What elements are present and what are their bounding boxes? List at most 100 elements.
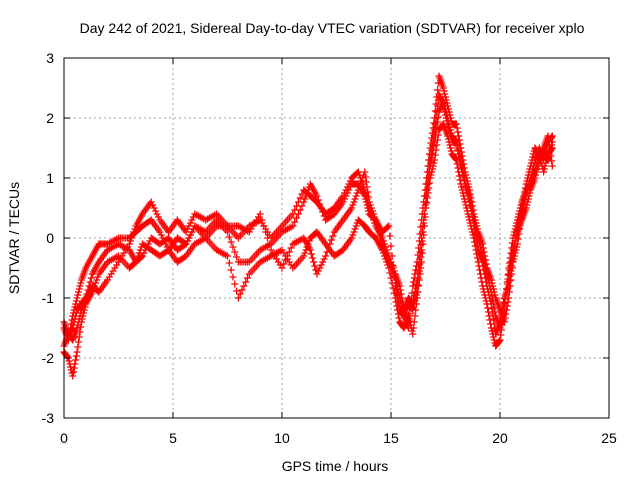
data-point bbox=[426, 150, 434, 158]
data-point bbox=[415, 274, 423, 282]
data-point bbox=[411, 297, 419, 305]
data-point bbox=[383, 252, 391, 260]
data-point bbox=[77, 279, 85, 287]
data-point bbox=[389, 270, 397, 278]
data-point bbox=[423, 180, 431, 188]
data-point bbox=[301, 195, 309, 203]
data-point bbox=[72, 297, 80, 305]
data-point bbox=[320, 255, 328, 263]
data-point bbox=[453, 124, 461, 132]
x-tick-label: 10 bbox=[274, 430, 290, 446]
data-point bbox=[296, 194, 304, 202]
y-tick-label: -1 bbox=[42, 290, 55, 306]
data-point bbox=[466, 197, 474, 205]
data-point bbox=[505, 277, 513, 285]
data-point bbox=[352, 222, 360, 230]
data-point bbox=[388, 267, 396, 275]
data-point bbox=[75, 338, 83, 346]
data-point bbox=[499, 302, 507, 310]
data-point bbox=[495, 337, 503, 345]
data-point bbox=[231, 280, 239, 288]
data-point bbox=[339, 198, 347, 206]
data-point bbox=[278, 264, 286, 272]
data-point bbox=[298, 202, 306, 210]
data-point bbox=[82, 294, 90, 302]
data-point bbox=[524, 171, 532, 179]
data-point bbox=[285, 248, 293, 256]
data-point bbox=[86, 278, 94, 286]
data-point bbox=[329, 232, 337, 240]
data-point bbox=[412, 294, 420, 302]
data-point bbox=[484, 308, 492, 316]
data-point bbox=[373, 220, 381, 228]
data-point bbox=[548, 133, 556, 141]
data-point bbox=[375, 228, 383, 236]
data-point bbox=[144, 240, 152, 248]
data-point bbox=[511, 237, 519, 245]
data-point bbox=[452, 120, 460, 128]
data-point bbox=[94, 273, 102, 281]
data-point bbox=[69, 372, 77, 380]
data-point bbox=[68, 325, 76, 333]
data-point bbox=[527, 159, 535, 167]
data-point bbox=[364, 207, 372, 215]
data-point bbox=[303, 189, 311, 197]
data-point bbox=[428, 146, 436, 154]
data-point bbox=[412, 266, 420, 274]
x-tick-label: 0 bbox=[60, 430, 68, 446]
data-point bbox=[412, 262, 420, 270]
data-point bbox=[454, 144, 462, 152]
data-point bbox=[316, 264, 324, 272]
data-point bbox=[143, 243, 151, 251]
data-point bbox=[543, 156, 551, 164]
data-point bbox=[224, 228, 231, 236]
data-point bbox=[394, 285, 402, 293]
data-point bbox=[72, 352, 80, 360]
data-point bbox=[460, 172, 468, 180]
data-point bbox=[352, 192, 360, 200]
data-point bbox=[461, 198, 469, 206]
data-point bbox=[410, 303, 418, 311]
data-point bbox=[354, 168, 362, 176]
data-point bbox=[515, 216, 523, 224]
chart-title: Day 242 of 2021, Sidereal Day-to-day VTE… bbox=[80, 20, 585, 36]
data-point bbox=[535, 150, 543, 158]
data-point bbox=[234, 294, 242, 302]
data-point bbox=[431, 107, 439, 115]
data-point bbox=[75, 318, 83, 326]
data-point bbox=[397, 300, 405, 308]
data-point bbox=[470, 222, 478, 230]
data-point bbox=[393, 282, 401, 290]
data-point bbox=[75, 333, 83, 341]
data-point bbox=[543, 141, 551, 149]
data-point bbox=[462, 201, 470, 209]
y-tick-label: 2 bbox=[46, 110, 54, 126]
data-point bbox=[409, 306, 417, 314]
data-point bbox=[129, 231, 137, 239]
data-point bbox=[390, 273, 398, 281]
data-point bbox=[387, 242, 395, 250]
data-point bbox=[238, 286, 246, 294]
data-point bbox=[70, 364, 78, 372]
data-point bbox=[484, 285, 492, 293]
data-point bbox=[522, 180, 530, 188]
data-point bbox=[342, 192, 350, 200]
y-tick-label: -2 bbox=[42, 350, 55, 366]
data-point bbox=[83, 290, 91, 298]
data-point bbox=[445, 126, 453, 134]
data-point bbox=[498, 306, 506, 314]
data-point bbox=[434, 86, 442, 94]
data-point bbox=[415, 267, 423, 275]
data-point bbox=[486, 316, 494, 324]
data-point bbox=[77, 309, 85, 317]
data-point bbox=[396, 297, 404, 305]
data-point bbox=[76, 282, 84, 290]
data-point bbox=[472, 234, 480, 242]
data-point bbox=[260, 222, 268, 230]
data-point bbox=[485, 312, 493, 320]
data-point bbox=[536, 153, 544, 161]
data-point bbox=[471, 226, 479, 234]
data-point bbox=[485, 291, 493, 299]
data-point bbox=[505, 282, 513, 290]
